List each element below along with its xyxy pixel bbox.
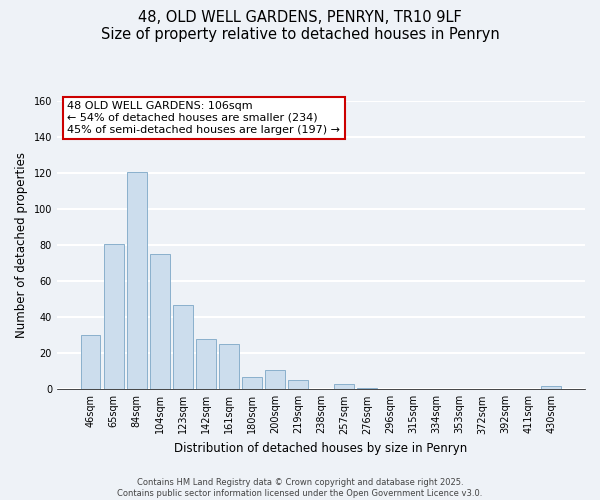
Bar [288,380,308,390]
Bar [150,254,170,390]
Bar [81,336,100,390]
Bar [173,304,193,390]
Text: Contains HM Land Registry data © Crown copyright and database right 2025.
Contai: Contains HM Land Registry data © Crown c… [118,478,482,498]
Bar [196,339,215,390]
Bar [265,370,284,390]
Bar [334,384,354,390]
Bar [104,244,124,390]
Text: 48, OLD WELL GARDENS, PENRYN, TR10 9LF
Size of property relative to detached hou: 48, OLD WELL GARDENS, PENRYN, TR10 9LF S… [101,10,499,42]
Bar [127,172,146,390]
Bar [242,376,262,390]
Text: 48 OLD WELL GARDENS: 106sqm
← 54% of detached houses are smaller (234)
45% of se: 48 OLD WELL GARDENS: 106sqm ← 54% of det… [67,102,340,134]
Bar [357,388,377,390]
Bar [219,344,239,390]
X-axis label: Distribution of detached houses by size in Penryn: Distribution of detached houses by size … [175,442,467,455]
Bar [541,386,561,390]
Y-axis label: Number of detached properties: Number of detached properties [15,152,28,338]
